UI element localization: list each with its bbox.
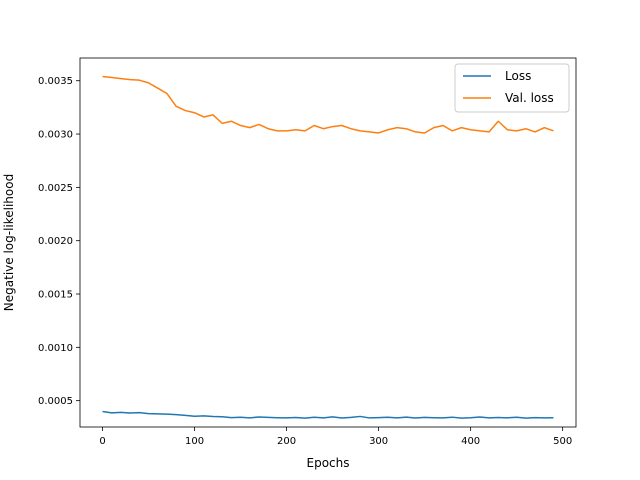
y-tick-label: 0.0025	[38, 183, 73, 194]
y-tick-label: 0.0020	[38, 236, 73, 247]
series-line-0	[102, 410, 554, 419]
x-tick-label: 300	[369, 436, 388, 447]
x-tick-label: 400	[461, 436, 480, 447]
y-tick-label: 0.0035	[38, 76, 73, 87]
legend: Loss Val. loss	[454, 63, 570, 113]
y-axis-label: Negative log-likelihood	[2, 174, 16, 311]
x-axis-ticks: 0 100 200 300 400 500	[99, 427, 572, 447]
plot-background	[80, 58, 576, 427]
y-axis-ticks: 0.0005 0.0010 0.0015 0.0020 0.0025 0.0030 0.00…	[38, 76, 80, 407]
series-line-1	[102, 75, 554, 134]
y-tick-label: 0.0010	[38, 343, 73, 354]
y-tick-label: 0.0030	[38, 130, 73, 141]
x-axis-label: Epochs	[307, 456, 350, 470]
y-tick-label: 0.0005	[38, 396, 73, 407]
x-tick-label: 100	[185, 436, 204, 447]
x-tick-label: 200	[277, 436, 296, 447]
y-tick-label: 0.0015	[38, 290, 73, 301]
legend-label-0: Loss	[505, 69, 531, 83]
series-layer	[102, 75, 554, 419]
x-tick-label: 500	[553, 436, 572, 447]
legend-label-1: Val. loss	[505, 91, 554, 105]
x-tick-label: 0	[99, 436, 105, 447]
plot-frame	[79, 57, 577, 428]
